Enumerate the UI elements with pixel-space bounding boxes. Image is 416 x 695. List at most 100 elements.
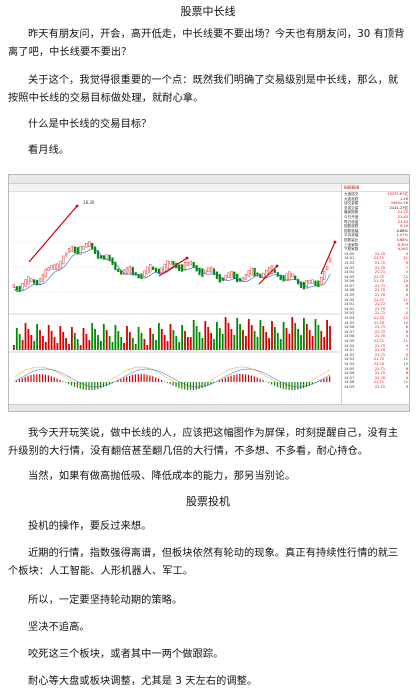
macd-line xyxy=(13,368,331,388)
candle xyxy=(122,269,126,275)
macd-bar xyxy=(253,376,255,382)
volume-bar xyxy=(21,340,24,350)
volume-bar xyxy=(224,317,227,350)
candle xyxy=(241,277,245,282)
volume-bar xyxy=(201,338,204,350)
volume-bar xyxy=(236,318,239,350)
macd-bar xyxy=(221,378,223,382)
volume-bar xyxy=(184,331,186,350)
candle xyxy=(24,279,27,287)
tick-row: 14:50 21.71 11 xyxy=(344,297,408,302)
candle xyxy=(314,280,317,287)
macd-bar xyxy=(50,376,52,382)
candle xyxy=(192,262,195,268)
volume-bar xyxy=(268,338,270,350)
candle xyxy=(41,274,44,282)
macd-bar xyxy=(175,382,177,387)
macd-bar xyxy=(198,382,200,389)
volume-bar xyxy=(218,328,221,350)
candle xyxy=(82,246,85,250)
volume-bar xyxy=(120,337,123,350)
volume-bar xyxy=(303,318,305,350)
macd-bar xyxy=(271,382,273,385)
macd-bar xyxy=(294,382,296,390)
paragraph: 当然，如果有做高抛低吸、降低成本的能力，那另当别论。 xyxy=(28,471,296,482)
volume-bar xyxy=(158,323,160,350)
volume-bar xyxy=(166,341,169,350)
macd-bar xyxy=(111,382,113,384)
macd-bar xyxy=(15,380,18,382)
tick-row: 14:54 21.70 10 xyxy=(344,361,408,366)
macd-bar xyxy=(71,382,73,386)
macd-bar xyxy=(53,377,55,382)
volume-bar xyxy=(76,339,79,350)
volume-bar xyxy=(18,334,21,350)
volume-bar xyxy=(285,328,288,350)
candle xyxy=(294,275,297,281)
candle xyxy=(311,279,314,284)
macd-bar xyxy=(73,382,76,387)
candle xyxy=(186,262,189,266)
candle xyxy=(30,278,33,282)
paragraph: 我今天开玩笑说，做中长线的人，应该把这幅图作为屏保，时刻提醒自己，没有主升级别的… xyxy=(8,428,399,457)
kline-plot: 18.30 xyxy=(9,192,340,404)
tick-row: 14:57 21.72 6 xyxy=(344,329,408,334)
macd-bar xyxy=(44,374,47,382)
candle xyxy=(131,266,134,276)
macd-bar xyxy=(204,382,206,388)
candle xyxy=(236,273,239,283)
volume-bar xyxy=(91,323,94,350)
volume-bar xyxy=(239,324,241,350)
volume-bar xyxy=(178,342,181,350)
paragraph: 近期的行情，指数强得离谱，但板块依然有轮动的现象。真正有持续性行情的就三个板块：… xyxy=(8,548,399,577)
candle xyxy=(326,266,329,270)
macd-bar xyxy=(326,377,328,382)
candle xyxy=(189,260,192,266)
paragraph: 坚决不追高。 xyxy=(28,622,90,633)
moving-average-line xyxy=(13,248,331,292)
candle xyxy=(250,267,253,276)
candle xyxy=(291,273,294,278)
candle xyxy=(12,284,15,288)
candle xyxy=(154,267,158,273)
macd-bar xyxy=(30,374,32,382)
tick-row: 14:51 21.72 9 xyxy=(344,302,408,307)
volume-bar xyxy=(27,329,30,350)
quote-row: 大盘成交 13375.87亿 xyxy=(344,192,408,196)
candle xyxy=(224,275,227,280)
candle xyxy=(96,250,100,259)
macd-bar xyxy=(329,376,331,382)
macd-bar xyxy=(39,374,41,382)
tick-row: 14:58 21.71 11 xyxy=(344,380,408,385)
macd-bar xyxy=(259,378,261,382)
macd-bar xyxy=(236,374,238,382)
quote-panel: 888888 大盘成交 13375.87亿 大盘涨跌 1.46 成交金额 24652.28… xyxy=(341,184,409,404)
volume-bar xyxy=(79,345,82,350)
volume-bar xyxy=(94,329,96,350)
macd-bar xyxy=(129,375,131,382)
volume-bar xyxy=(160,329,163,350)
candle xyxy=(317,280,320,287)
macd-bar xyxy=(245,374,247,382)
candle xyxy=(259,273,262,279)
volume-bar xyxy=(30,335,33,350)
macd-bar xyxy=(160,380,163,382)
candle xyxy=(279,274,282,281)
arrow-head xyxy=(333,240,337,244)
macd-bar xyxy=(323,378,325,382)
quote-row: 下跌家数 4,562 xyxy=(344,247,408,252)
candle xyxy=(88,241,91,247)
quote-row: 指数涨跌 0.19 xyxy=(344,224,408,229)
candle xyxy=(183,262,187,271)
quote-row: 今日开盘 21.45 xyxy=(344,214,408,219)
volume-bar xyxy=(195,326,198,350)
volume-bar xyxy=(134,344,137,350)
volume-bar xyxy=(192,320,195,350)
volume-bar xyxy=(73,333,76,350)
candle xyxy=(128,265,131,274)
candle xyxy=(305,279,308,289)
macd-bar xyxy=(288,382,290,390)
macd-bar xyxy=(242,374,244,382)
volume-bar xyxy=(247,319,250,350)
macd-bar xyxy=(247,374,250,382)
